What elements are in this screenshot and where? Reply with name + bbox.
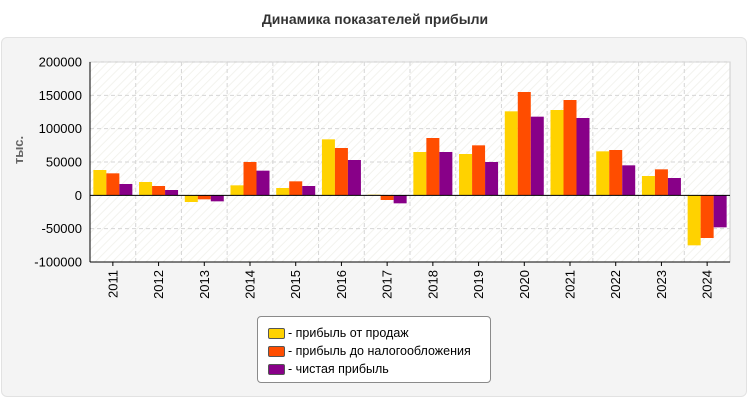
bar-2013-series-1 xyxy=(184,195,198,202)
bar-2021-series-1 xyxy=(550,110,564,196)
bar-2011-series-3 xyxy=(119,184,133,196)
bar-2019-series-1 xyxy=(459,154,473,196)
bar-2021-series-2 xyxy=(563,100,577,196)
bar-2023-series-3 xyxy=(667,178,681,196)
legend-label-sales-profit: - прибыль от продаж xyxy=(288,326,409,340)
axes: 200000 150000 100000 50000 0 -50000 -100000 201… xyxy=(34,55,730,299)
bar-2020-series-2 xyxy=(517,92,531,196)
legend-swatch-sales-profit xyxy=(268,327,285,339)
bar-2012-series-2 xyxy=(152,186,166,196)
bar-2015-series-1 xyxy=(276,188,290,196)
legend-label-net-profit: - чистая прибыль xyxy=(288,362,389,376)
bar-2020-series-3 xyxy=(530,116,544,196)
x-tick-label: 2013 xyxy=(197,270,212,299)
bar-2013-series-2 xyxy=(197,195,211,200)
x-tick-label: 2019 xyxy=(471,270,486,299)
x-tick-label: 2017 xyxy=(380,270,395,299)
x-tick-label: 2022 xyxy=(608,270,623,299)
legend-label-pretax-profit: - прибыль до налогообложения xyxy=(288,344,471,358)
y-tick-label: 50000 xyxy=(46,155,82,170)
bar-2014-series-3 xyxy=(256,170,270,196)
x-tick-label: 2011 xyxy=(105,270,120,298)
bar-2019-series-3 xyxy=(485,162,499,196)
x-tick-label: 2012 xyxy=(151,270,166,299)
x-tick-label: 2023 xyxy=(654,270,669,299)
legend-swatch-net-profit xyxy=(268,363,285,375)
y-tick-label: 100000 xyxy=(39,121,82,136)
x-tick-label: 2014 xyxy=(243,270,258,299)
bar-2018-series-3 xyxy=(439,152,453,196)
y-tick-label: 150000 xyxy=(39,88,82,103)
y-tick-label: 0 xyxy=(75,188,82,203)
bar-2017-series-3 xyxy=(393,195,407,204)
bar-2011-series-1 xyxy=(93,170,107,196)
bar-2018-series-2 xyxy=(426,138,440,196)
bar-2016-series-2 xyxy=(334,148,348,196)
bar-2022-series-2 xyxy=(609,150,623,196)
bar-2015-series-3 xyxy=(302,186,316,196)
bar-2020-series-1 xyxy=(504,111,518,196)
bar-2015-series-2 xyxy=(289,181,303,196)
chart-title: Динамика показателей прибыли xyxy=(261,11,489,27)
y-axis-label: тыс. xyxy=(11,136,26,164)
x-tick-label: 2021 xyxy=(563,270,578,299)
bar-2014-series-1 xyxy=(230,185,244,196)
x-tick-label: 2020 xyxy=(517,270,532,299)
bars xyxy=(93,92,727,246)
bar-2016-series-1 xyxy=(321,139,335,196)
bar-2012-series-3 xyxy=(165,190,179,196)
bar-2012-series-1 xyxy=(139,182,153,196)
legend-item-pretax-profit: - прибыль до налогообложения xyxy=(268,342,490,360)
bar-2024-series-2 xyxy=(700,195,714,238)
legend: - прибыль от продаж - прибыль до налогоо… xyxy=(257,316,491,383)
x-tick-label: 2016 xyxy=(334,270,349,299)
legend-swatch-pretax-profit xyxy=(268,345,285,357)
legend-item-sales-profit: - прибыль от продаж xyxy=(268,324,490,342)
y-tick-label: -50000 xyxy=(42,221,82,236)
x-tick-label: 2018 xyxy=(425,270,440,299)
bar-2024-series-3 xyxy=(713,195,727,228)
bar-2014-series-2 xyxy=(243,162,257,196)
bar-2021-series-3 xyxy=(576,118,590,196)
bar-2016-series-3 xyxy=(347,160,361,196)
x-tick-label: 2015 xyxy=(288,270,303,299)
bar-2019-series-2 xyxy=(472,145,486,196)
bar-2013-series-3 xyxy=(210,195,224,202)
x-tick-label: 2024 xyxy=(700,270,715,299)
bar-2018-series-1 xyxy=(413,152,427,196)
bar-2022-series-3 xyxy=(622,165,636,196)
y-tick-label: -100000 xyxy=(34,255,82,270)
bar-2023-series-1 xyxy=(641,176,655,196)
bar-2022-series-1 xyxy=(596,151,610,196)
legend-item-net-profit: - чистая прибыль xyxy=(268,360,490,378)
bar-2011-series-2 xyxy=(106,173,120,196)
bar-2017-series-2 xyxy=(380,195,394,200)
bar-2023-series-2 xyxy=(654,169,668,196)
bar-2024-series-1 xyxy=(687,195,701,246)
y-tick-label: 200000 xyxy=(39,55,82,70)
